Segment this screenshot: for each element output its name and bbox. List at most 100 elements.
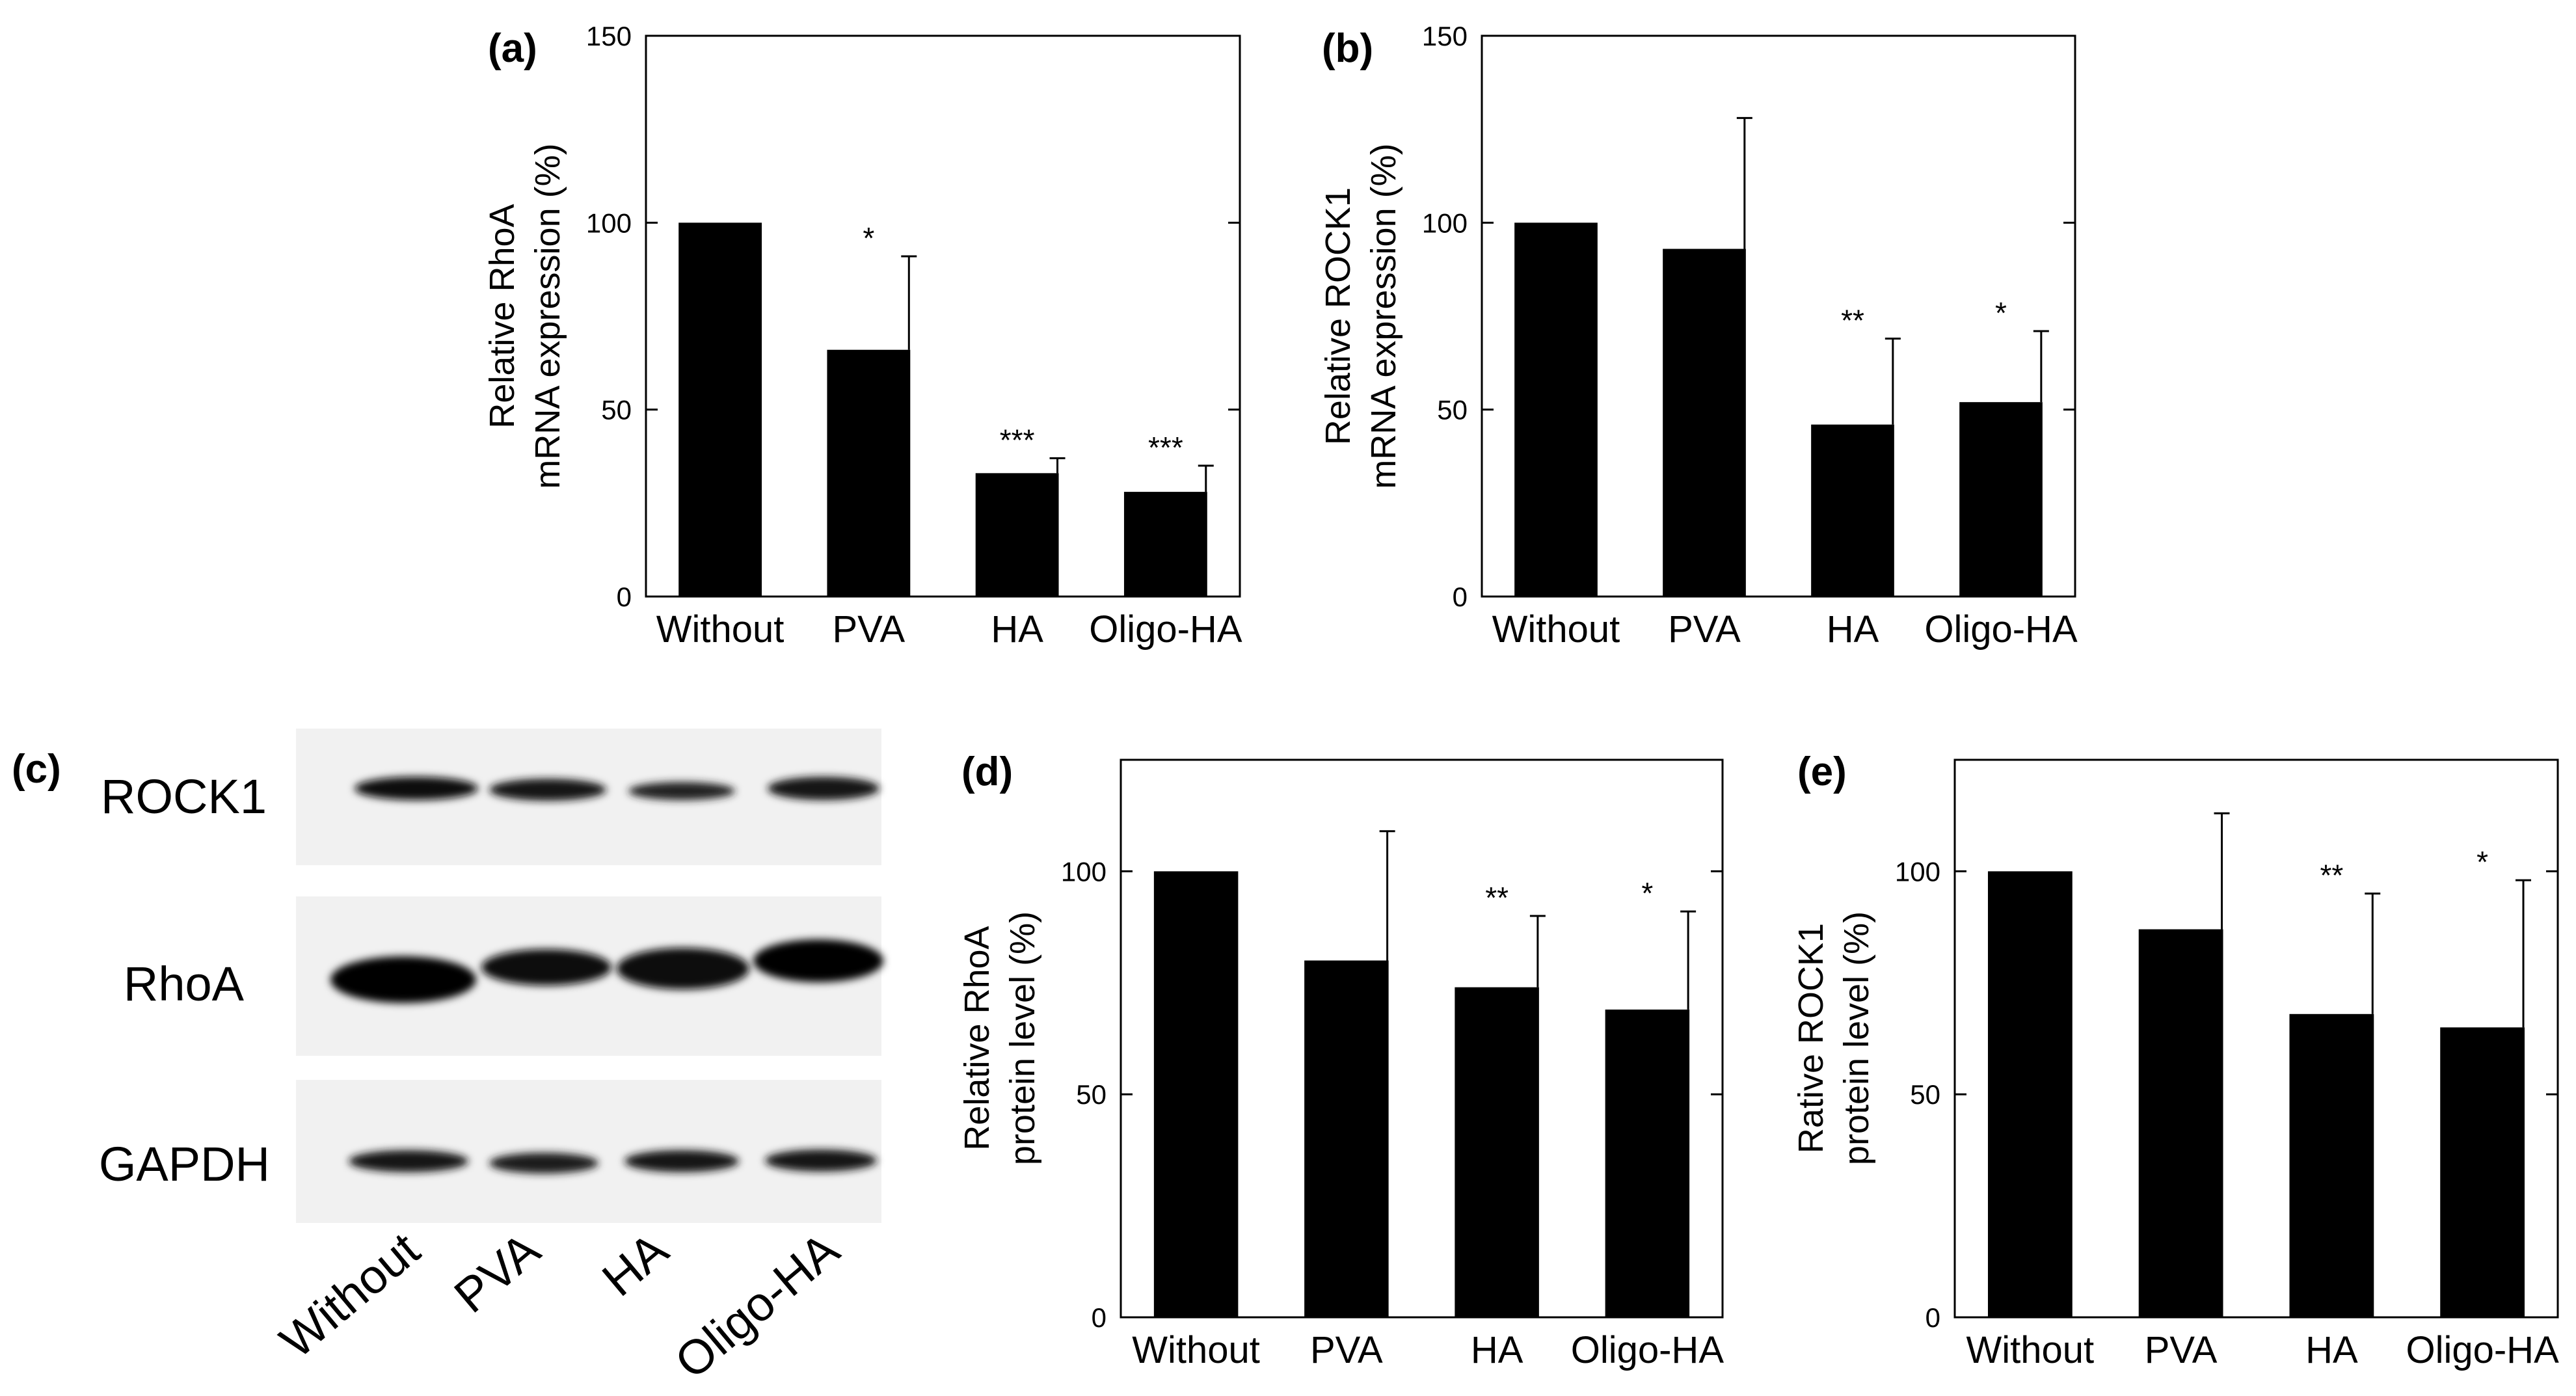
y-tick-label: 0 — [1092, 1302, 1107, 1333]
bar — [1153, 871, 1239, 1317]
y-tick-label: 150 — [1422, 21, 1468, 51]
y-tick-label: 50 — [1076, 1079, 1107, 1110]
blot-row-label-gapdh: GAPDH — [99, 1137, 270, 1191]
category-label: Oligo-HA — [1089, 608, 1242, 651]
panel-label-b: (b) — [1322, 26, 1373, 71]
bar — [1605, 1009, 1690, 1317]
y-tick-label: 0 — [1453, 582, 1468, 612]
category-label: PVA — [2145, 1329, 2218, 1371]
y-tick-label: 50 — [601, 395, 632, 425]
chart-a-rhoa-mrna: (a) 0 50 100 150 Relative RhoA mRNA expressio… — [483, 21, 1242, 651]
chart-b-rock1-mrna: (b) 0 50 100 150 Relative ROCK1 mRNA expressi… — [1319, 21, 2078, 651]
blot-band-gapdh-ha — [624, 1150, 739, 1172]
category-label: PVA — [1668, 608, 1741, 651]
y-axis-label: Relative RhoA mRNA expression (%) — [483, 143, 567, 489]
category-label: HA — [2305, 1329, 2358, 1371]
y-tick-label: 150 — [586, 21, 632, 51]
significance-marker: ** — [2320, 859, 2343, 893]
y-axis-label-line: Rative ROCK1 — [1791, 923, 1831, 1153]
plot-frame — [1953, 758, 2559, 1319]
plot-frame — [645, 34, 1241, 598]
y-axis-label: Relative ROCK1 mRNA expression (%) — [1319, 143, 1403, 489]
bar — [827, 349, 911, 597]
panel-label-e: (e) — [1797, 749, 1847, 794]
significance-marker: ** — [1841, 303, 1864, 337]
blot-band-gapdh-pva — [489, 1153, 598, 1174]
y-axis-label-line: protein level (%) — [1837, 911, 1876, 1165]
blot-row-label-rhoa: RhoA — [124, 957, 245, 1011]
y-axis-label-line: mRNA expression (%) — [1364, 143, 1403, 489]
blot-lane-label-oligo-ha: Oligo-HA — [665, 1222, 850, 1389]
blot-lane-label-pva: PVA — [444, 1222, 550, 1323]
significance-marker: ** — [1485, 881, 1509, 915]
y-tick-label: 0 — [1925, 1302, 1940, 1333]
panel-label-c: (c) — [12, 747, 61, 792]
blot-lane-label-without: Without — [270, 1222, 430, 1368]
y-tick-label: 50 — [1910, 1079, 1940, 1110]
bar — [975, 473, 1059, 597]
category-label: PVA — [1310, 1329, 1383, 1371]
category-label: Oligo-HA — [1571, 1329, 1724, 1371]
significance-marker: * — [1641, 876, 1653, 910]
significance-marker: * — [2476, 845, 2488, 879]
blot-band-rhoa-pva — [481, 949, 611, 986]
bar — [1455, 987, 1539, 1317]
bar — [1987, 871, 2073, 1317]
bar — [2440, 1027, 2525, 1317]
y-axis-label-line: mRNA expression (%) — [528, 143, 567, 489]
blot-band-gapdh-without — [349, 1150, 468, 1172]
category-label: Without — [1132, 1329, 1260, 1371]
y-axis-label-line: protein level (%) — [1003, 911, 1042, 1165]
y-tick-label: 100 — [1061, 856, 1107, 887]
category-label: PVA — [832, 608, 905, 651]
category-label: HA — [1471, 1329, 1523, 1371]
chart-d-rhoa-protein: (d) 0 50 100 Relative RhoA protein level (%)… — [958, 749, 1724, 1371]
panel-label-d: (d) — [961, 749, 1013, 794]
plot-frame — [1120, 758, 1724, 1319]
panel-label-a: (a) — [488, 26, 537, 71]
blot-band-rock1-ha — [628, 782, 735, 800]
category-label: Without — [656, 608, 785, 651]
y-tick-label: 100 — [586, 208, 632, 238]
significance-marker: *** — [1148, 431, 1183, 464]
y-tick-label: 0 — [617, 582, 632, 612]
blot-band-rhoa-without — [330, 956, 476, 1003]
category-label: Without — [1966, 1329, 2095, 1371]
western-blot: (c) ROCK1 RhoA GAPDH Without PVA HA Olig… — [12, 729, 883, 1389]
y-axis-label: Relative RhoA protein level (%) — [958, 911, 1042, 1165]
blot-band-rhoa-ha — [617, 948, 749, 989]
blot-row-label-rock1: ROCK1 — [101, 770, 267, 824]
y-tick-label: 50 — [1437, 395, 1468, 425]
bar — [2138, 929, 2223, 1317]
blot-band-rock1-pva — [489, 779, 606, 801]
category-label: HA — [1827, 608, 1879, 651]
category-label: Without — [1492, 608, 1620, 651]
bar — [1123, 492, 1207, 597]
bar — [2289, 1013, 2374, 1317]
y-axis-label-line: Relative ROCK1 — [1319, 187, 1358, 445]
blot-band-rhoa-oligo-ha — [753, 939, 883, 982]
bar — [1811, 424, 1894, 597]
y-axis-label: Rative ROCK1 protein level (%) — [1791, 911, 1876, 1165]
category-label: HA — [991, 608, 1043, 651]
y-tick-label: 100 — [1422, 208, 1468, 238]
chart-e-rock1-protein: (e) 0 50 100 Rative ROCK1 protein level (%) W… — [1791, 749, 2559, 1371]
blot-band-gapdh-oligo-ha — [765, 1149, 877, 1172]
blot-band-rock1-without — [355, 777, 478, 800]
significance-marker: * — [1995, 296, 2007, 330]
bar — [1304, 960, 1389, 1317]
y-axis-label-line: Relative RhoA — [483, 204, 522, 428]
blot-lane-label-ha: HA — [592, 1222, 678, 1306]
category-label: Oligo-HA — [2406, 1329, 2559, 1371]
blot-band-rock1-oligo-ha — [768, 777, 879, 800]
y-axis-label-line: Relative RhoA — [958, 926, 997, 1150]
bar — [678, 222, 762, 597]
category-label: Oligo-HA — [1924, 608, 2078, 651]
bar — [1663, 248, 1746, 597]
significance-marker: * — [863, 221, 874, 255]
y-tick-label: 100 — [1895, 856, 1940, 887]
significance-marker: *** — [1000, 423, 1035, 457]
plot-frame — [1481, 34, 2076, 598]
bar — [1514, 222, 1598, 597]
